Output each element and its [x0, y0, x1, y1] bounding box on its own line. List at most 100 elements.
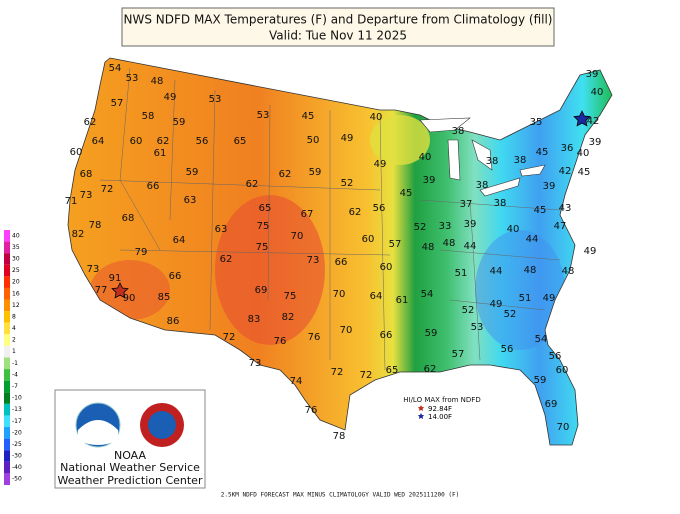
temperature-label: 62 — [84, 117, 97, 128]
temperature-label: 64 — [173, 235, 186, 246]
temperature-label: 43 — [559, 203, 572, 214]
colorbar-label: 35 — [12, 244, 20, 251]
temperature-label: 48 — [422, 242, 435, 253]
temperature-label: 56 — [373, 203, 386, 214]
temperature-label: 83 — [248, 314, 261, 325]
colorbar-segment — [4, 287, 10, 300]
temperature-label: 40 — [507, 224, 520, 235]
temperature-label: 57 — [111, 98, 124, 109]
temperature-label: 49 — [164, 92, 177, 103]
temperature-label: 65 — [234, 136, 247, 147]
temperature-label: 73 — [87, 264, 100, 275]
temperature-label: 44 — [526, 234, 539, 245]
temperature-label: 68 — [122, 213, 135, 224]
temperature-label: 53 — [257, 110, 270, 121]
temperature-label: 49 — [543, 293, 556, 304]
colorbar-segment — [4, 322, 10, 335]
colorbar-segment — [4, 334, 10, 346]
temperature-label: 57 — [389, 239, 402, 250]
temperature-label: 40 — [577, 148, 590, 159]
temperature-label: 33 — [439, 221, 452, 232]
temperature-label: 36 — [561, 143, 574, 154]
temperature-label: 45 — [578, 167, 591, 178]
temperature-label: 38 — [486, 156, 499, 167]
temperature-label: 70 — [333, 289, 346, 300]
temperature-label: 90 — [123, 293, 136, 304]
colorbar-label: -4 — [12, 371, 18, 378]
temperature-label: 62 — [220, 254, 233, 265]
temperature-label: 64 — [370, 291, 383, 302]
temperature-label: 61 — [154, 148, 167, 159]
temperature-label: 44 — [490, 266, 503, 277]
colorbar-label: -10 — [12, 395, 22, 402]
temperature-label: 59 — [186, 167, 199, 178]
temperature-label: 62 — [157, 136, 170, 147]
temperature-label: 63 — [184, 195, 197, 206]
colorbar-label: 25 — [12, 267, 20, 274]
temperature-label: 38 — [452, 126, 465, 137]
temperature-label: 42 — [587, 116, 600, 127]
hilo-high-star — [417, 405, 425, 411]
temperature-label: 59 — [309, 167, 322, 178]
temperature-label: 91 — [109, 273, 122, 284]
high-star — [111, 282, 129, 299]
title-box — [121, 7, 555, 47]
temperature-label: 78 — [333, 431, 346, 442]
temperature-label: 66 — [335, 257, 348, 268]
temperature-label: 40 — [591, 87, 604, 98]
temperature-label: 69 — [255, 285, 268, 296]
colorbar-label: -25 — [12, 441, 22, 448]
temperature-label: 48 — [151, 76, 164, 87]
hilo-low: 14.00F — [428, 413, 452, 421]
temperature-label: 53 — [471, 322, 484, 333]
temperature-label: 39 — [543, 181, 556, 192]
footer: 2.5KM NDFD FORECAST MAX MINUS CLIMATOLOG… — [221, 492, 459, 499]
temperature-label: 45 — [534, 205, 547, 216]
colorbar-label: 4 — [12, 325, 16, 332]
temperature-label: 77 — [95, 285, 108, 296]
logo-line2: Weather Prediction Center — [58, 474, 203, 487]
agency: NOAA — [114, 449, 147, 462]
colorbar: 40 35 30 25 20 16 12 8 4 2 1 -1 -4 -7 -10 -13 -17 -20 -25 -… — [4, 230, 22, 485]
temperature-label: 65 — [386, 365, 399, 376]
colorbar-segment — [4, 264, 10, 277]
temperature-label: 59 — [425, 328, 438, 339]
temperature-label: 49 — [374, 159, 387, 170]
temperature-label: 60 — [556, 365, 569, 376]
temperature-label: 39 — [586, 69, 599, 80]
great-lakes — [419, 117, 546, 197]
colorbar-label: -13 — [12, 406, 22, 413]
temperature-label: 76 — [305, 405, 318, 416]
temperature-label: 39 — [464, 219, 477, 230]
temperature-label: 51 — [455, 268, 468, 279]
temperature-label: 54 — [109, 63, 122, 74]
colorbar-label: -40 — [12, 464, 22, 471]
temperature-label: 73 — [80, 190, 93, 201]
temperature-label: 45 — [536, 147, 549, 158]
temperature-label: 58 — [142, 111, 155, 122]
temperature-label: 45 — [400, 188, 413, 199]
state-lines — [99, 67, 561, 371]
temperature-label: 60 — [380, 262, 393, 273]
colorbar-segment — [4, 345, 10, 358]
temperature-label: 65 — [259, 203, 272, 214]
temperature-label: 68 — [80, 169, 93, 180]
temperature-label: 67 — [301, 209, 314, 220]
temperature-label: 60 — [70, 147, 83, 158]
temperature-label: 72 — [331, 367, 344, 378]
temperature-label: 69 — [545, 399, 558, 410]
temperature-label: 71 — [65, 196, 78, 207]
temperature-label: 49 — [341, 133, 354, 144]
temperature-label: 52 — [341, 178, 354, 189]
temperature-label: 44 — [464, 241, 477, 252]
temperature-label: 76 — [274, 336, 287, 347]
temperature-label: 49 — [490, 299, 503, 310]
temperature-label: 79 — [135, 247, 148, 258]
temperature-label: 62 — [246, 179, 259, 190]
temperature-label: 75 — [284, 291, 297, 302]
temperature-label: 72 — [223, 332, 236, 343]
temperature-label: 86 — [167, 316, 180, 327]
colorbar-label: -17 — [12, 418, 22, 425]
